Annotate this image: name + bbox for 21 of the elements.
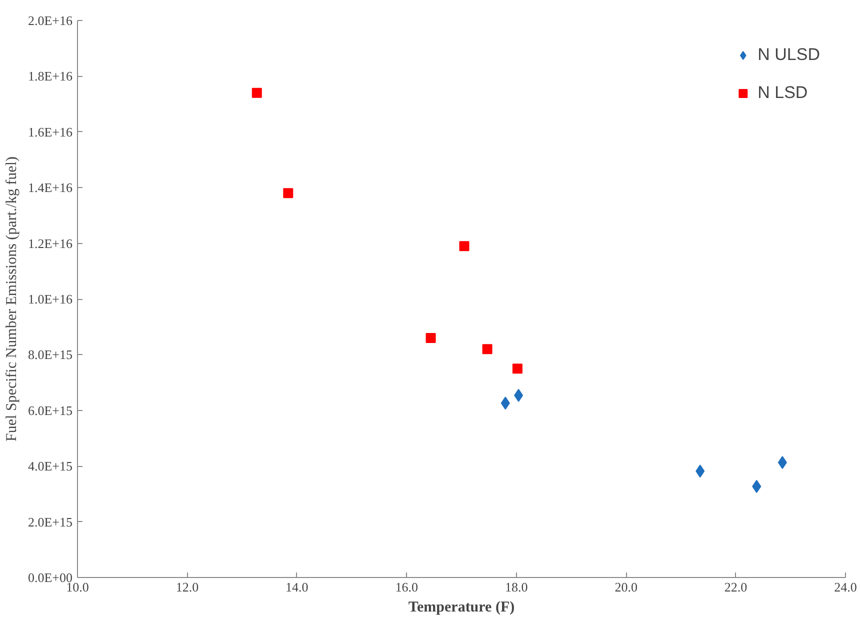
y-tick-label: 1.2E+16 — [28, 236, 73, 251]
y-tick-label: 2.0E+15 — [28, 514, 73, 530]
y-tick-label: 1.8E+16 — [28, 68, 73, 84]
x-tick-label: 24.0 — [834, 580, 857, 594]
y-tick-label: 1.4E+16 — [28, 180, 73, 196]
legend-label: N LSD — [758, 83, 808, 103]
y-tick-label: 1.0E+16 — [28, 292, 73, 306]
y-tick-label: 6.0E+15 — [28, 402, 73, 418]
x-tick-label: 12.0 — [176, 580, 199, 594]
y-tick-label: 2.0E+16 — [28, 13, 73, 28]
y-tick-label: 8.0E+15 — [28, 347, 73, 362]
x-tick-label: 14.0 — [286, 580, 308, 594]
y-tick-label: 4.0E+15 — [28, 458, 73, 474]
y-axis-title: Fuel Specific Number Emissions (part./kg fuel) — [4, 156, 20, 442]
legend-label: N ULSD — [758, 45, 820, 65]
y-tick-label: 1.6E+16 — [28, 124, 73, 140]
x-tick-label: 20.0 — [614, 580, 638, 594]
x-tick-label: 22.0 — [724, 580, 748, 594]
x-tick-label: 18.0 — [504, 580, 528, 594]
x-tick-label: 16.0 — [395, 580, 418, 594]
x-axis-title: Temperature (F) — [408, 600, 515, 616]
